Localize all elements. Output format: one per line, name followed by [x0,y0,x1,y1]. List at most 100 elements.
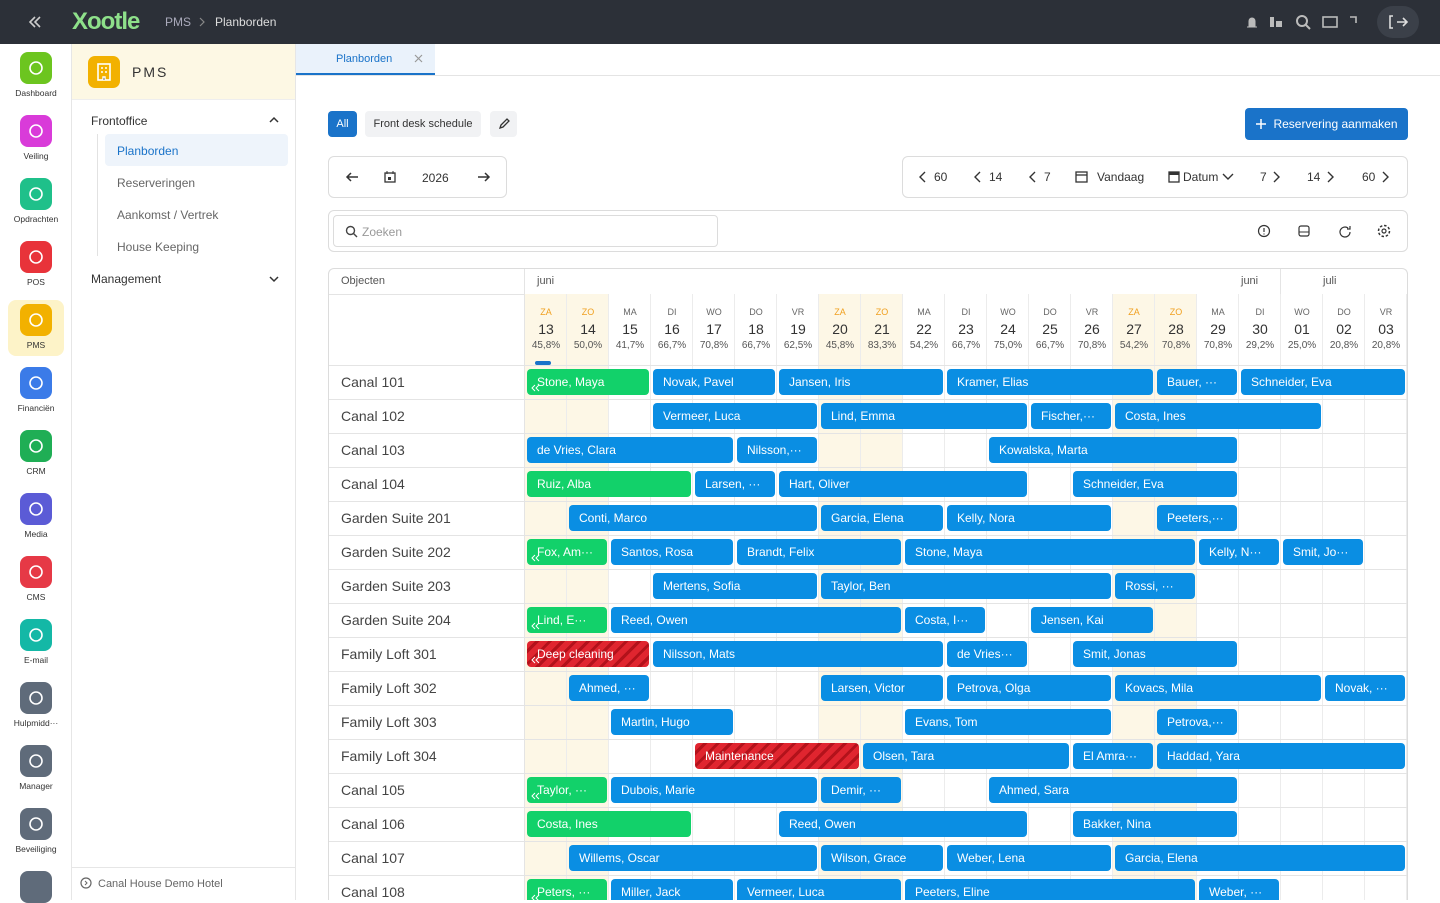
app-label[interactable]: POS [27,277,45,287]
collapse-icon[interactable] [28,15,42,29]
step-forward[interactable]: 14 [1307,170,1321,184]
booking[interactable]: Ahmed, Sara [989,777,1237,803]
booking[interactable]: Garcia, Elena [1115,845,1405,871]
app-icon[interactable] [20,304,52,336]
app-icon[interactable] [20,745,52,777]
app-label[interactable]: Veiling [23,151,49,161]
booking[interactable]: Mertens, Sofia [653,573,817,599]
app-icon[interactable] [20,808,52,840]
booking[interactable]: Petrova,··· [1157,709,1237,735]
app-label[interactable]: E-mail [23,655,49,665]
tab[interactable]: Planborden [296,44,435,75]
step-forward[interactable]: 60 [1362,170,1376,184]
app-icon[interactable] [20,178,52,210]
room-name[interactable]: Garden Suite 202 [341,544,451,560]
app-icon[interactable] [20,556,52,588]
booking[interactable]: El Amra··· [1073,743,1153,769]
room-name[interactable]: Canal 106 [341,816,405,832]
booking[interactable]: Schneider, Eva [1073,471,1237,497]
booking[interactable]: Bauer, ··· [1157,369,1237,395]
booking[interactable]: Vermeer, Luca [737,879,901,900]
edit-button[interactable] [490,111,517,137]
step-forward[interactable]: 7 [1260,170,1267,184]
app-icon[interactable] [20,682,52,714]
app-label[interactable]: Hulpmidd··· [13,718,59,728]
booking[interactable]: Martin, Hugo [611,709,733,735]
room-name[interactable]: Canal 103 [341,442,405,458]
room-name[interactable]: Canal 104 [341,476,405,492]
booking[interactable]: Conti, Marco [569,505,817,531]
booking[interactable]: Kelly, N··· [1199,539,1279,565]
booking[interactable]: Vermeer, Luca [653,403,817,429]
app-label[interactable]: Opdrachten [13,214,59,224]
booking[interactable]: Taylor, ··· [527,777,607,803]
app-icon[interactable] [20,493,52,525]
app-icon[interactable] [20,52,52,84]
app-label[interactable]: Financiën [17,403,55,413]
booking[interactable]: Kowalska, Marta [989,437,1237,463]
room-name[interactable]: Family Loft 302 [341,680,437,696]
booking[interactable]: Lind, Emma [821,403,1027,429]
booking[interactable]: Larsen, Victor [821,675,943,701]
booking[interactable]: Lind, E··· [527,607,607,633]
hotel-name[interactable]: Canal House Demo Hotel [98,878,223,890]
app-icon[interactable] [20,115,52,147]
tab-close[interactable] [414,54,423,63]
booking[interactable]: Olsen, Tara [863,743,1069,769]
next-year[interactable] [477,171,491,183]
booking[interactable]: Stone, Maya [527,369,649,395]
booking[interactable]: Fox, Am··· [527,539,607,565]
booking[interactable]: Taylor, Ben [821,573,1111,599]
booking[interactable]: Nilsson, Mats [653,641,943,667]
prev-year[interactable] [345,171,359,183]
app-label[interactable]: CRM [26,466,46,476]
room-name[interactable]: Family Loft 304 [341,748,437,764]
booking[interactable]: Brandt, Felix [737,539,901,565]
app-label[interactable]: CMS [26,592,46,602]
step-back[interactable]: 7 [1044,170,1051,184]
booking[interactable]: Peeters,··· [1157,505,1237,531]
booking[interactable]: Costa, Ines [1115,403,1321,429]
today[interactable]: Vandaag [1097,170,1145,184]
booking[interactable]: Jensen, Kai [1031,607,1153,633]
room-name[interactable]: Canal 101 [341,374,405,390]
nav-item[interactable]: Aankomst / Vertrek [117,208,219,222]
app-label[interactable]: Dashboard [15,88,57,98]
booking[interactable]: Novak, Pavel [653,369,775,395]
booking[interactable]: Costa, Ines [527,811,691,837]
booking[interactable]: Bakker, Nina [1073,811,1237,837]
app-label[interactable]: PMS [26,340,46,350]
year[interactable]: 2026 [422,171,449,185]
room-name[interactable]: Garden Suite 201 [341,510,451,526]
nav-item[interactable]: House Keeping [117,240,200,254]
room-name[interactable]: Garden Suite 203 [341,578,451,594]
section-label[interactable]: Management [91,272,162,286]
nav-item[interactable]: Reserveringen [117,176,196,190]
room-name[interactable]: Canal 107 [341,850,405,866]
app-label[interactable]: Manager [19,781,53,791]
room-name[interactable]: Family Loft 303 [341,714,437,730]
booking[interactable]: Fischer,··· [1031,403,1111,429]
booking[interactable]: Wilson, Grace [821,845,943,871]
app-icon[interactable] [20,367,52,399]
booking[interactable]: Evans, Tom [905,709,1111,735]
booking[interactable]: Costa, I··· [905,607,985,633]
filter-all[interactable]: All [328,111,357,137]
booking[interactable]: Larsen, ··· [695,471,775,497]
booking[interactable]: Willems, Oscar [569,845,817,871]
booking[interactable]: Petrova, Olga [947,675,1111,701]
date-mode[interactable]: Datum [1183,170,1219,184]
room-name[interactable]: Canal 108 [341,884,405,900]
booking[interactable]: de Vries··· [947,641,1027,667]
booking[interactable]: Kramer, Elias [947,369,1153,395]
booking[interactable]: Dubois, Marie [611,777,817,803]
room-name[interactable]: Canal 105 [341,782,405,798]
booking[interactable]: Ruiz, Alba [527,471,691,497]
filter-front-desk[interactable]: Front desk schedule [365,111,481,137]
booking[interactable]: Jansen, Iris [779,369,943,395]
booking[interactable]: Reed, Owen [779,811,1027,837]
room-name[interactable]: Garden Suite 204 [341,612,451,628]
app-icon[interactable] [20,871,52,903]
booking[interactable]: Reed, Owen [611,607,901,633]
step-back[interactable]: 60 [934,170,948,184]
